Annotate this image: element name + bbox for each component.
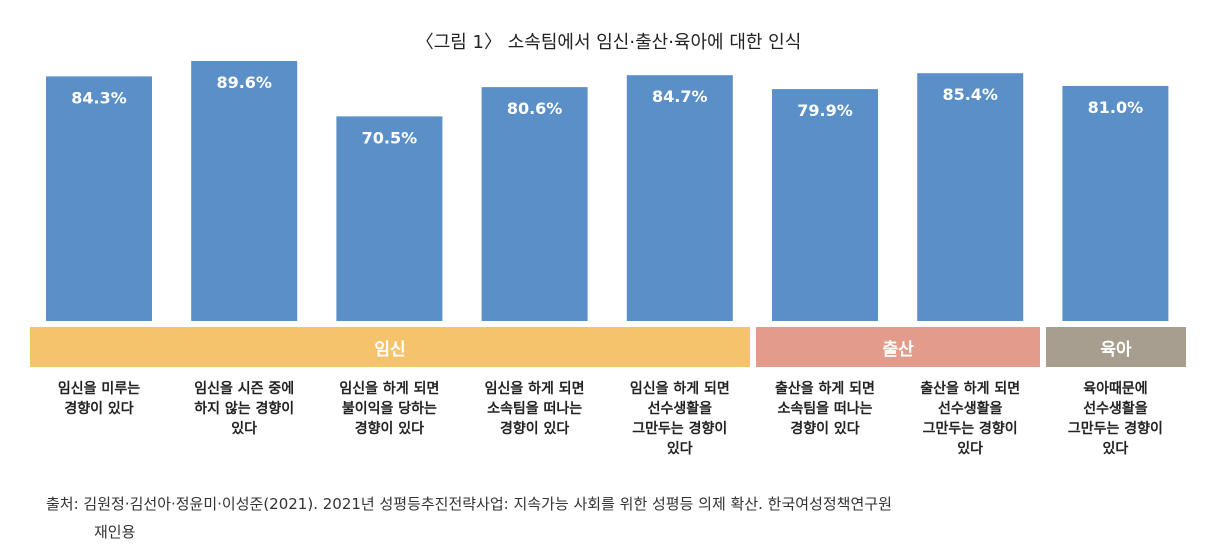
category-label-1: 임신을 미루는 경향이 있다 [57, 381, 141, 417]
group-band-2: 출산 [756, 327, 1041, 367]
data-label-8: 81.0% [1088, 98, 1144, 117]
bar-7 [917, 73, 1024, 321]
category-label-4: 임신을 하게 되면 소속팀을 떠나는 경향이 있다 [484, 381, 585, 437]
group-band-3: 육아 [1046, 327, 1186, 367]
source-line2: 재인용 [94, 523, 136, 541]
bar-chart: 84.3% 89.6% 70.5% 80.6% 84.7% 79.9% 85.4% 81.0% [46, 61, 1169, 322]
bar-4 [481, 87, 588, 321]
bar-2 [191, 61, 298, 321]
data-label-5: 84.7% [652, 87, 708, 106]
data-label-4: 80.6% [507, 99, 563, 118]
category-label-7: 출산을 하게 되면 선수생활을 그만두는 경향이 있다 [920, 381, 1021, 457]
data-label-3: 70.5% [362, 128, 418, 147]
bar-1 [46, 76, 152, 322]
category-label-6: 출산을 하게 되면 소속팀을 떠나는 경향이 있다 [775, 381, 875, 437]
data-label-7: 85.4% [942, 85, 998, 104]
bar-6 [772, 89, 878, 321]
data-label-2: 89.6% [216, 73, 272, 92]
category-label-3: 임신을 하게 되면 불이익을 당하는 경향이 있다 [339, 381, 440, 437]
source-note: 출처: 김원정·김선아·정윤미·이성준(2021). 2021년 성평등추진전략… [46, 490, 1196, 546]
bar-8 [1062, 86, 1169, 321]
category-label-5: 임신을 하게 되면 선수생활을 그만두는 경향이 있다 [629, 381, 730, 457]
category-label-2: 임신을 시즌 중에 하지 않는 경향이 있다 [194, 381, 295, 437]
source-line1: 출처: 김원정·김선아·정윤미·이성준(2021). 2021년 성평등추진전략… [46, 495, 892, 513]
data-label-1: 84.3% [71, 88, 127, 107]
bar-5 [626, 75, 733, 321]
bar-3 [336, 116, 443, 322]
category-label-8: 육아때문에 선수생활을 그만두는 경향이 있다 [1067, 381, 1163, 457]
chart-title: 〈그림 1〉 소속팀에서 임신·출산·육아에 대한 인식 [415, 32, 802, 53]
data-label-6: 79.9% [797, 101, 853, 120]
group-band-1: 임신 [30, 327, 750, 367]
